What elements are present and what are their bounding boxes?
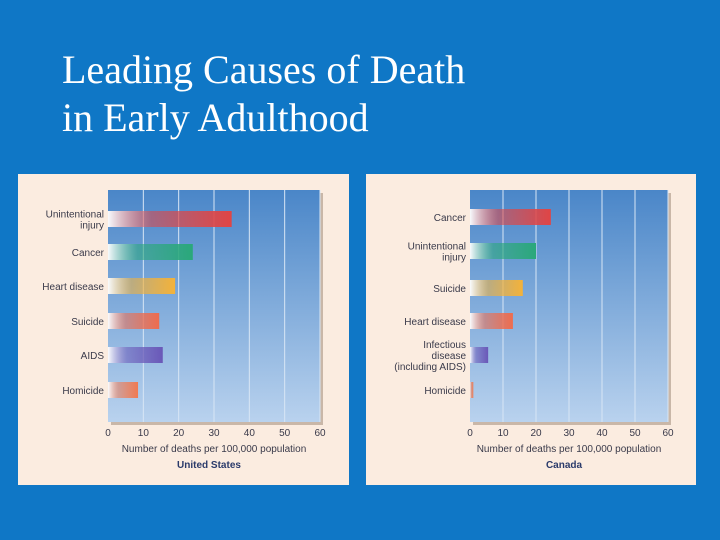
x-tick-label: 40 [244,428,256,439]
x-tick-label: 50 [629,428,641,439]
category-label: Homicide [62,386,104,397]
chart-title: United States [177,460,241,471]
bar [470,280,523,296]
x-tick-label: 40 [596,428,608,439]
category-label: Suicide [71,317,104,328]
x-tick-label: 20 [173,428,185,439]
x-tick-label: 60 [314,428,326,439]
slide-title: Leading Causes of Death in Early Adultho… [62,46,465,142]
category-label: Heart disease [404,317,466,328]
x-tick-label: 60 [662,428,674,439]
x-tick-label: 20 [530,428,542,439]
bar [470,313,513,329]
bar [108,278,176,294]
bar [108,313,160,329]
bar [470,209,551,225]
x-tick-label: 30 [208,428,220,439]
chart-panel-united-states: 0 10 20 30 40 50 60 Unintentional injury Cancer He… [18,174,349,485]
category-label: Homicide [424,386,466,397]
category-label: Unintentional injury [408,242,466,264]
bar [108,347,163,363]
bar [470,243,536,259]
category-label: Unintentional injury [46,210,104,232]
x-axis-label: Number of deaths per 100,000 population [477,444,662,455]
slide-title-line-2: in Early Adulthood [62,95,369,140]
bar [108,244,193,260]
x-axis-label: Number of deaths per 100,000 population [122,444,307,455]
chart-title: Canada [546,460,583,471]
x-tick-label: 50 [279,428,291,439]
chart-united-states: 0 10 20 30 40 50 60 Unintentional injury Cancer He… [42,190,326,471]
bar [108,382,139,398]
chart-canada: 0 10 20 30 40 50 60 Cancer Unintentional injury Su… [394,190,674,471]
bar [470,347,489,363]
bar [108,211,232,227]
slide-title-line-1: Leading Causes of Death [62,47,466,92]
x-tick-label: 0 [105,428,111,439]
x-tick-label: 0 [467,428,473,439]
category-label: AIDS [81,351,105,362]
category-label: Heart disease [42,282,104,293]
x-tick-label: 30 [563,428,575,439]
category-label: Suicide [433,284,466,295]
x-tick-label: 10 [497,428,509,439]
x-tick-label: 10 [138,428,150,439]
category-label: Infectious disease (including AIDS) [394,340,466,373]
bar [470,382,474,398]
category-label: Cancer [434,213,467,224]
category-label: Cancer [72,248,105,259]
chart-panel-canada: 0 10 20 30 40 50 60 Cancer Unintentional injury Su… [366,174,696,485]
